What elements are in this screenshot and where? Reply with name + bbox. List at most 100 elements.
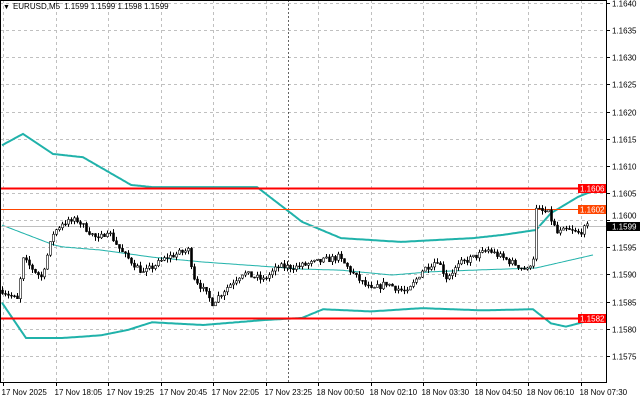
candle [517, 264, 520, 271]
candle [115, 236, 118, 245]
candle [490, 247, 493, 254]
horizontal-levels[interactable] [0, 187, 606, 320]
candle [568, 225, 571, 230]
candle [73, 216, 76, 225]
candle-body-bear [355, 272, 358, 275]
time-axis[interactable]: 17 Nov 2025 17 Nov 18:05 17 Nov 19:25 17 No… [2, 382, 628, 397]
candle-body-bear [115, 240, 118, 245]
candle [166, 253, 169, 263]
candle-body-bear [334, 256, 337, 261]
candle [466, 256, 469, 266]
candle-body-bear [292, 268, 295, 270]
candle-body-bull [169, 254, 172, 259]
price-tick-label: 1.1605 [612, 190, 637, 199]
price-tick-label: 1.1585 [612, 299, 637, 308]
candle-body-bear [319, 258, 322, 263]
candle-body-bull [526, 267, 529, 270]
candle [289, 264, 292, 273]
candle-body-bull [142, 271, 145, 273]
candle [583, 224, 586, 238]
candle [244, 270, 247, 278]
candle [127, 250, 130, 260]
candle-body-bull [586, 223, 589, 227]
price-axis[interactable]: 1.1640 1.1635 1.1630 1.1625 1.1620 1.1615 1.16… [606, 0, 637, 362]
symbol-label: EURUSD,M5 [12, 2, 61, 11]
candle-body-bull [295, 265, 298, 270]
candle [382, 278, 385, 290]
candle-body-bear [541, 208, 544, 212]
price-tick-label: 1.1625 [612, 81, 637, 90]
candle-body-bear [520, 267, 523, 270]
candle [448, 273, 451, 281]
candle-body-bull [337, 253, 340, 261]
candle [463, 258, 466, 265]
candle-body-bull [262, 277, 265, 280]
candle-body-bear [70, 219, 73, 222]
candle [526, 266, 529, 271]
candle-body-bear [391, 283, 394, 287]
candle [10, 292, 13, 299]
candle-body-bear [364, 280, 367, 286]
candle [349, 265, 352, 275]
price-tick-label: 1.1620 [612, 109, 637, 118]
candle [184, 248, 187, 255]
candle [445, 269, 448, 283]
candle [28, 256, 31, 270]
candle [502, 251, 505, 261]
bollinger-bands [1, 132, 594, 339]
candle-body-bull [529, 265, 532, 269]
chart-grid [0, 0, 606, 382]
candle-body-bull [187, 248, 190, 252]
candle [76, 215, 79, 224]
candle [541, 205, 544, 215]
candle [91, 233, 94, 237]
candle [154, 264, 157, 271]
candle-body-bear [16, 295, 19, 299]
candle-body-bull [160, 259, 163, 262]
candle-body-bear [544, 210, 547, 213]
candle [487, 246, 490, 254]
candle [280, 262, 283, 268]
candle-body-bull [217, 295, 220, 303]
candle-body-bear [121, 247, 124, 253]
candle [34, 268, 37, 274]
level-tag-label: 1.1602 [580, 206, 605, 215]
candle-body-bull [154, 265, 157, 269]
candle [358, 271, 361, 284]
candle-body-bull [43, 268, 46, 278]
candle-body-bull [61, 223, 64, 229]
time-tick-label: 18 Nov 04:50 [475, 388, 523, 397]
candle [256, 271, 259, 281]
candle [22, 257, 25, 281]
bid-tag-label: 1.1599 [612, 223, 637, 232]
candle [301, 261, 304, 270]
candle-body-bear [103, 233, 106, 237]
candle [4, 290, 7, 297]
candle-body-bear [211, 297, 214, 307]
candle [16, 292, 19, 299]
level-tag-1.1606 [578, 184, 606, 193]
candle-body-bear [427, 266, 430, 270]
price-tick-label: 1.1595 [612, 244, 637, 253]
candle [499, 251, 502, 258]
time-tick-label: 18 Nov 06:10 [527, 388, 575, 397]
candle [181, 249, 184, 256]
candle [316, 258, 319, 261]
candle-body-bull [307, 263, 310, 266]
candle-body-bull [448, 275, 451, 280]
candle [160, 257, 163, 262]
time-tick-label: 17 Nov 19:25 [107, 388, 155, 397]
candle-body-bull [325, 256, 328, 259]
candle-body-bull [256, 274, 259, 278]
candle-body-bull [313, 259, 316, 262]
candle [535, 204, 538, 262]
candle [151, 262, 154, 273]
candle [61, 221, 64, 231]
candle [190, 247, 193, 270]
candle [199, 279, 202, 293]
candle-body-bull [499, 253, 502, 257]
candle-body-bear [349, 266, 352, 273]
candle-body-bear [565, 227, 568, 230]
triangle-down-icon[interactable]: ▼ [3, 4, 10, 11]
